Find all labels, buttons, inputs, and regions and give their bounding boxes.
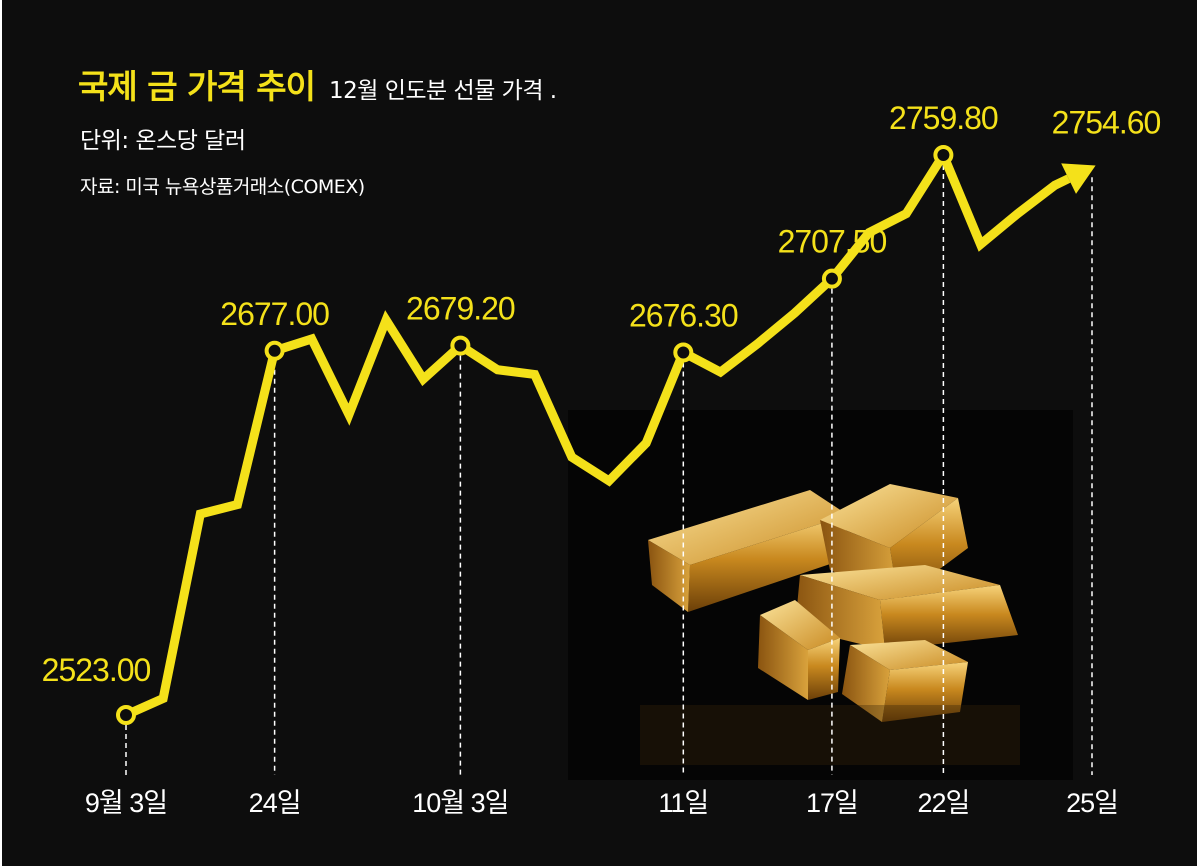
header: 국제 금 가격 추이 12월 인도분 선물 가격 .: [78, 60, 557, 108]
value-labels: 2523.00 2677.00 2679.20 2676.30 2707.50 2759.…: [42, 100, 1162, 688]
x-tick-label: 17일: [806, 788, 858, 818]
point-markers: [116, 145, 954, 725]
chart-title: 국제 금 가격 추이: [78, 67, 316, 106]
value-label: 2759.80: [889, 100, 998, 136]
gold-bar-front-right: [842, 640, 968, 722]
value-label: 2677.00: [220, 296, 329, 332]
point-marker: [264, 340, 285, 361]
point-marker: [673, 342, 694, 363]
x-axis-ticks: 9월 3일 24일 10월 3일 11일 17일 22일 25일: [85, 788, 1119, 818]
point-marker: [116, 705, 136, 725]
x-tick-label: 11일: [658, 788, 708, 818]
gold-bar-back-left: [648, 490, 848, 612]
value-label: 2523.00: [42, 652, 151, 688]
chart-subtitle: 12월 인도분 선물 가격 .: [329, 78, 557, 104]
x-tick-label: 25일: [1066, 788, 1118, 818]
point-marker: [933, 145, 954, 165]
value-label: 2754.60: [1052, 104, 1161, 140]
source-note: 자료: 미국 뉴욕상품거래소(COMEX): [80, 176, 365, 198]
unit-note: 단위: 온스당 달러: [80, 128, 246, 154]
x-tick-label: 24일: [249, 788, 301, 818]
value-label: 2679.20: [406, 291, 515, 327]
gold-bars-reflection: [640, 705, 1020, 765]
point-marker: [450, 335, 471, 356]
trend-arrowhead: [1061, 163, 1096, 194]
value-label: 2676.30: [629, 297, 738, 333]
x-tick-label: 9월 3일: [85, 788, 167, 818]
gold-bars-image: [568, 410, 1073, 780]
price-line: [124, 145, 1071, 720]
guide-lines: [125, 165, 1093, 775]
x-tick-label: 22일: [917, 788, 969, 818]
point-marker: [821, 268, 842, 289]
value-label: 2707.50: [778, 224, 887, 260]
x-tick-label: 10월 3일: [412, 788, 508, 818]
